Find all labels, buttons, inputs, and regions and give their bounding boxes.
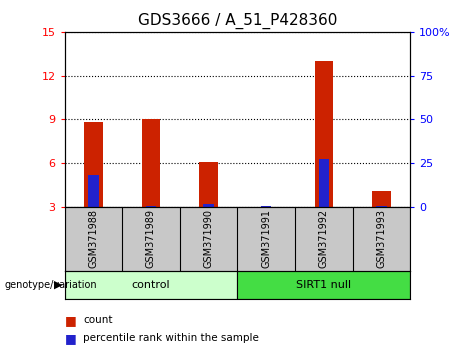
- Text: GSM371989: GSM371989: [146, 209, 156, 268]
- Text: count: count: [83, 315, 112, 325]
- Text: genotype/variation: genotype/variation: [5, 280, 97, 290]
- Text: SIRT1 null: SIRT1 null: [296, 280, 351, 290]
- Bar: [203, 204, 214, 207]
- Text: GSM371988: GSM371988: [89, 209, 98, 268]
- Text: percentile rank within the sample: percentile rank within the sample: [83, 333, 259, 343]
- Bar: [146, 206, 156, 207]
- Text: ■: ■: [65, 314, 76, 327]
- Text: GSM371990: GSM371990: [204, 209, 213, 268]
- Bar: [142, 120, 160, 207]
- Bar: [261, 206, 272, 207]
- Text: GSM371992: GSM371992: [319, 209, 329, 268]
- Text: control: control: [132, 280, 170, 290]
- Bar: [376, 206, 387, 207]
- Bar: [237, 271, 410, 299]
- Title: GDS3666 / A_51_P428360: GDS3666 / A_51_P428360: [138, 13, 337, 29]
- Text: GSM371993: GSM371993: [377, 209, 386, 268]
- Bar: [88, 175, 99, 207]
- Bar: [200, 162, 218, 207]
- Text: GSM371991: GSM371991: [261, 209, 271, 268]
- Text: ■: ■: [65, 332, 76, 344]
- Bar: [65, 271, 237, 299]
- Text: ▶: ▶: [54, 280, 62, 290]
- Bar: [314, 61, 333, 207]
- Bar: [84, 122, 102, 207]
- Bar: [319, 159, 329, 207]
- Bar: [372, 191, 390, 207]
